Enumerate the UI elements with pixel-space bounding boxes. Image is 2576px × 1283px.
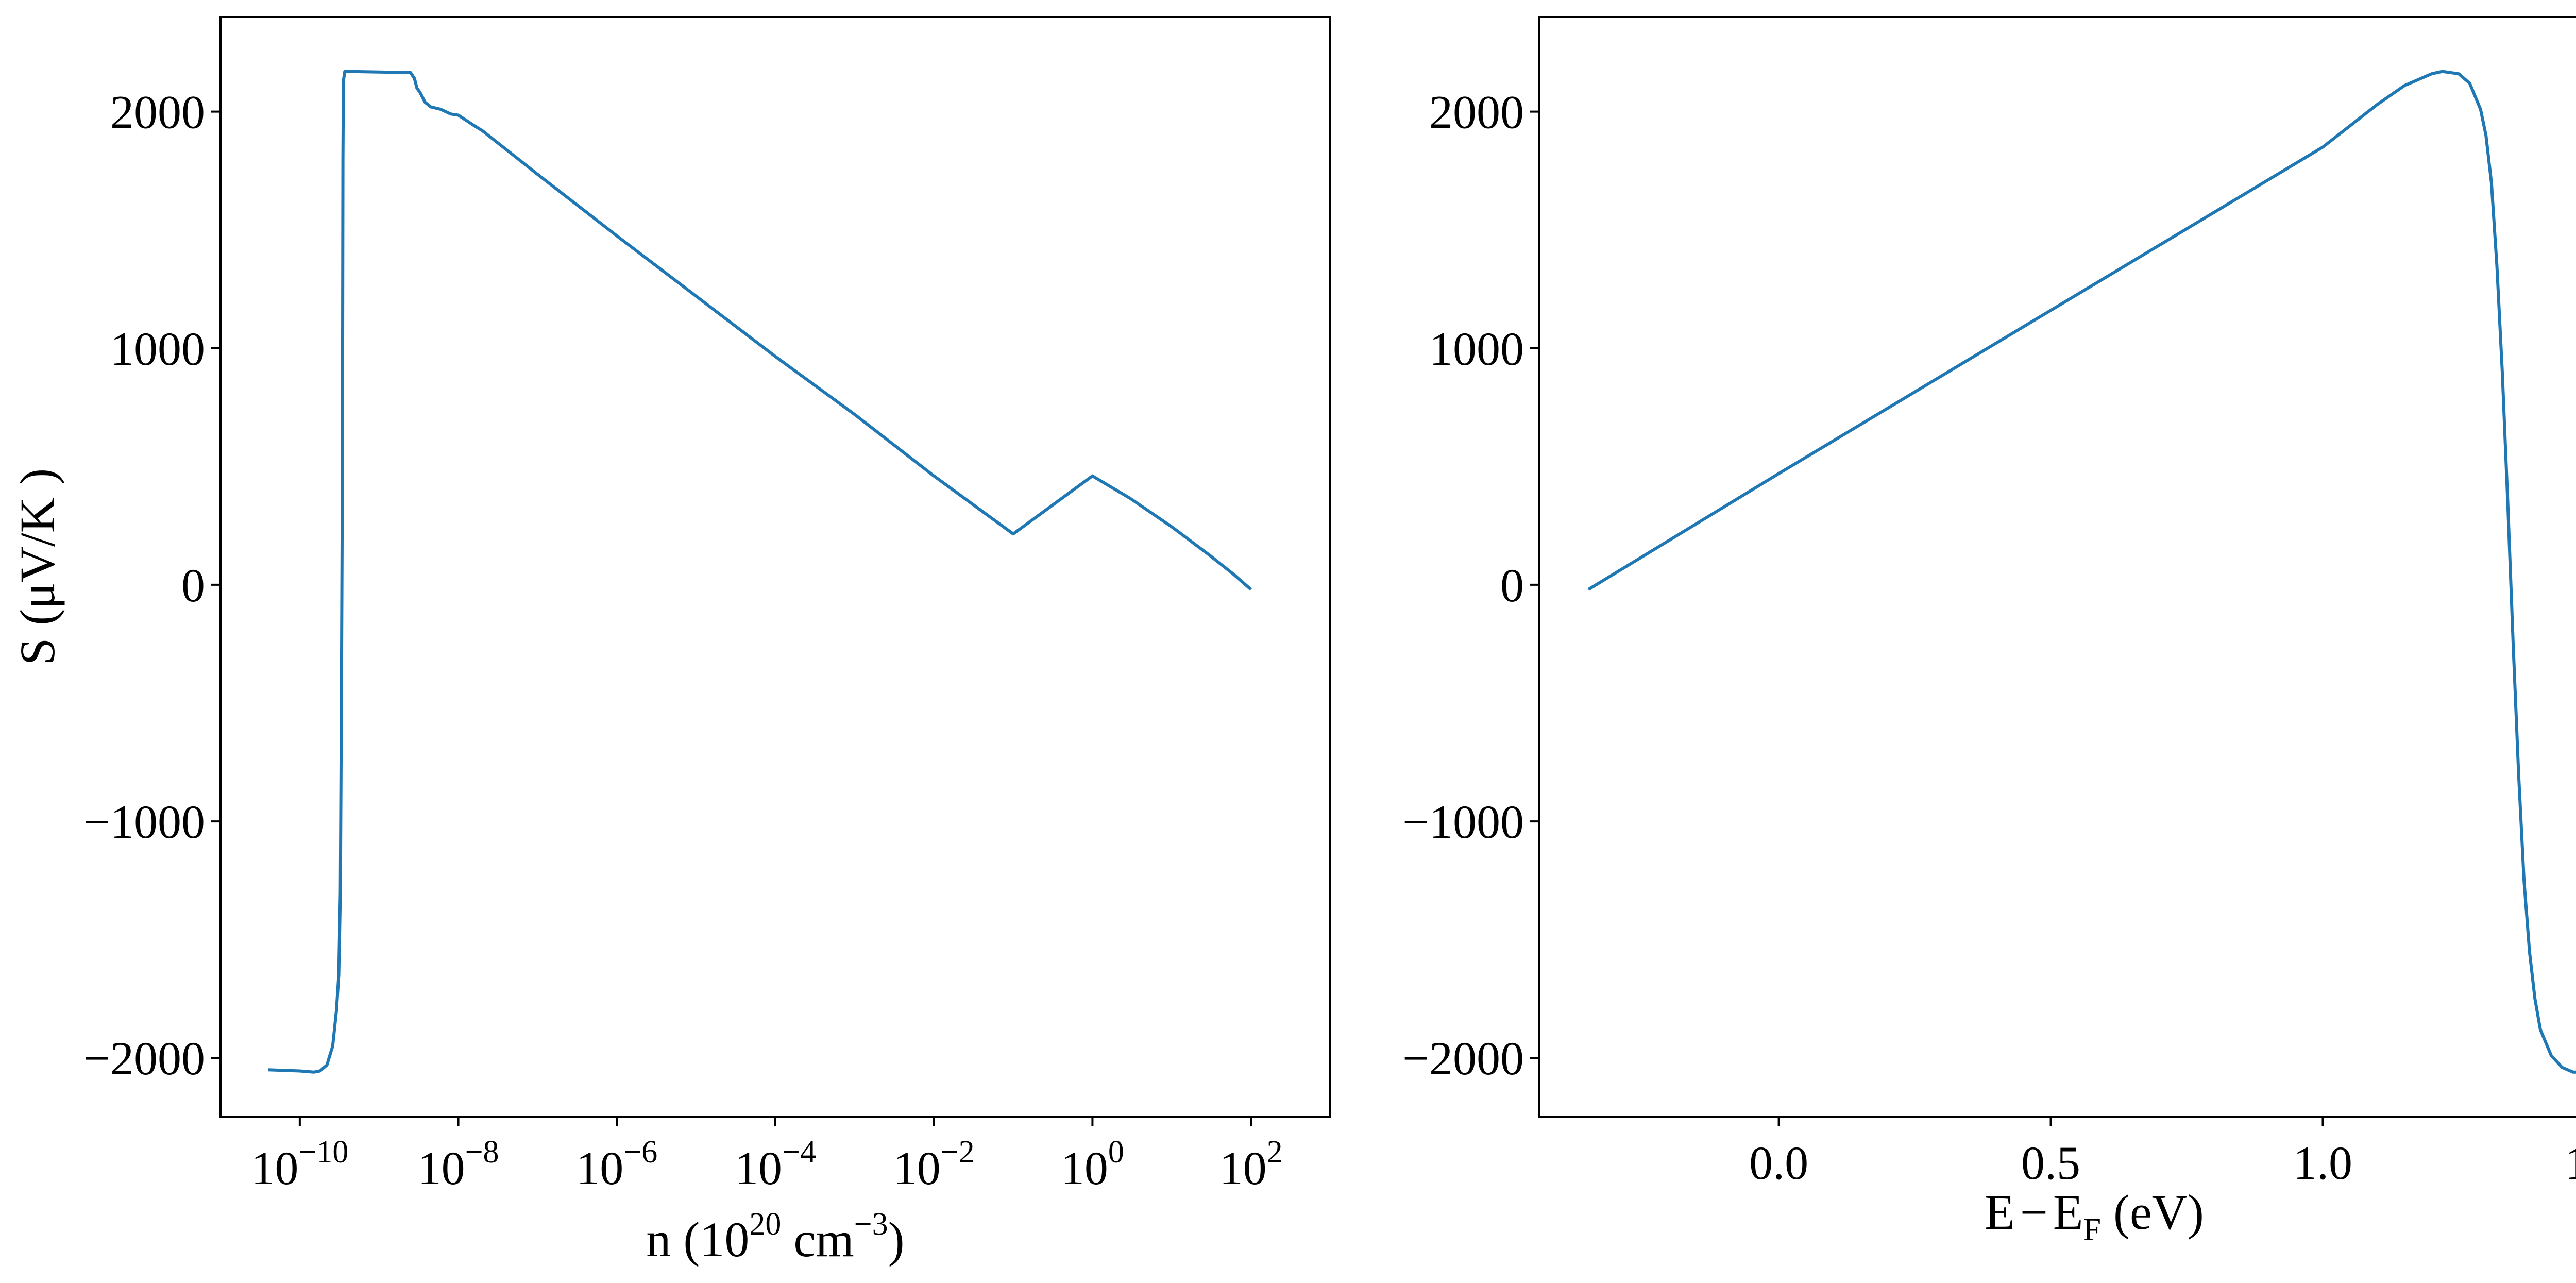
right-y-tick-label: 1000 — [1429, 323, 1524, 375]
left-y-tick-label: −1000 — [83, 796, 205, 848]
right-chart: 2000 1000 0 −1000 −2000 0.0 0.5 1.0 1.5 E−EF (e… — [1402, 16, 2576, 1247]
left-x-tick-label: 10−2 — [893, 1135, 975, 1194]
right-x-tick-label: 1.5 — [2565, 1137, 2576, 1189]
right-x-axis-label: E − EF (eV) — [1985, 1185, 2204, 1247]
left-y-tick-label: −2000 — [83, 1032, 205, 1085]
left-y-axis-label: S (μV/K ) — [10, 468, 65, 665]
left-x-tick-label: 10−8 — [418, 1135, 499, 1194]
right-x-tick-label: 0.5 — [2021, 1137, 2080, 1189]
right-plot-frame — [1538, 16, 2576, 1118]
left-x-axis-label: n (1020 cm−3) — [646, 1207, 904, 1267]
right-y-tick-label: 0 — [1500, 559, 1524, 612]
right-y-ticks: 2000 1000 0 −1000 −2000 — [1402, 86, 1539, 1085]
right-x-ticks: 0.0 0.5 1.0 1.5 — [1749, 1117, 2576, 1189]
right-x-tick-label: 0.0 — [1749, 1137, 1808, 1189]
left-y-ticks: 2000 1000 0 −1000 −2000 — [83, 86, 221, 1085]
left-series-line — [268, 70, 1252, 1074]
left-x-ticks: 10−10 10−8 10−6 10−4 10−2 100 102 — [251, 1117, 1283, 1194]
left-x-tick-label: 10−4 — [735, 1135, 816, 1194]
right-y-tick-label: −2000 — [1402, 1032, 1524, 1085]
left-y-tick-label: 0 — [181, 559, 205, 612]
left-y-tick-label: 2000 — [110, 86, 205, 139]
right-y-tick-label: −1000 — [1402, 796, 1524, 848]
right-series-line — [1587, 70, 2576, 1074]
right-x-tick-label: 1.0 — [2293, 1137, 2352, 1189]
left-x-tick-label: 10−10 — [251, 1135, 348, 1194]
left-x-tick-label: 100 — [1061, 1135, 1124, 1194]
left-y-tick-label: 1000 — [110, 323, 205, 375]
left-x-tick-label: 102 — [1219, 1135, 1283, 1194]
right-y-tick-label: 2000 — [1429, 86, 1524, 139]
left-x-tick-label: 10−6 — [576, 1135, 657, 1194]
